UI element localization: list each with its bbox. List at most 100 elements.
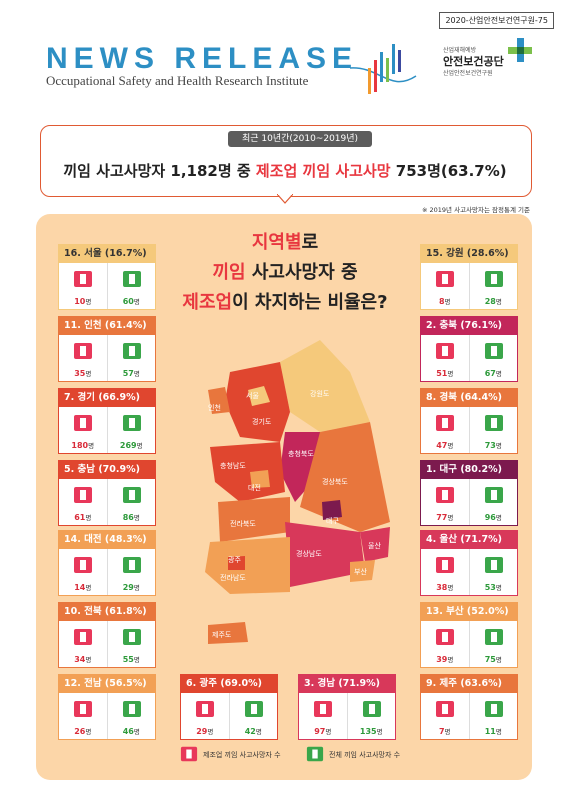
- map-label-ulsan: 울산: [368, 541, 381, 550]
- card-header: 14. 대전 (48.3%): [59, 531, 155, 549]
- question-red-3: 제조업: [182, 292, 233, 313]
- map-label-gangwon: 강원도: [310, 389, 330, 398]
- card-header: 13. 부산 (52.0%): [421, 603, 517, 621]
- card-total-count: 67명: [484, 369, 502, 378]
- card-total-count: 28명: [484, 297, 502, 306]
- map-busan: [350, 560, 375, 582]
- card-total-count: 269명: [119, 441, 143, 450]
- headline: 끼임 사고사망자 1,182명 중 제조업 끼임 사고사망 753명(63.7%…: [40, 160, 530, 181]
- org-institute: 산업안전보건연구원: [443, 70, 493, 77]
- map-gwangju: [228, 556, 245, 570]
- map-label-jeju: 제주도: [212, 631, 232, 639]
- map-ulsan: [360, 527, 390, 562]
- total-worker-icon: [122, 629, 141, 645]
- total-worker-icon: [362, 701, 381, 717]
- headline-pre: 끼임 사고사망자 1,182명 중: [63, 162, 256, 180]
- document-code: 2020-산업안전보건연구원-75: [439, 12, 554, 29]
- card-header: 6. 광주 (69.0%): [181, 675, 277, 693]
- map-label-jeonbuk: 전라북도: [230, 519, 256, 528]
- region-card-chungbuk: 2. 충북 (76.1%) 51명 67명: [420, 316, 518, 382]
- map-label-seoul: 서울: [246, 391, 259, 400]
- mfg-worker-icon: [74, 415, 92, 431]
- region-card-daegu: 1. 대구 (80.2%) 77명 96명: [420, 460, 518, 526]
- stats-note: ※ 2019년 사고사망자는 잠정통계 기준: [422, 206, 530, 214]
- card-header: 15. 강원 (28.6%): [421, 245, 517, 263]
- news-release-subtitle: Occupational Safety and Health Research …: [46, 73, 309, 88]
- map-label-gyeongbuk: 경상북도: [322, 477, 348, 486]
- card-mfg-count: 61명: [74, 513, 92, 522]
- card-total-count: 29명: [122, 583, 140, 592]
- region-card-chungnam: 5. 충남 (70.9%) 61명 86명: [58, 460, 156, 526]
- region-card-jeonnam: 12. 전남 (56.5%) 26명 46명: [58, 674, 156, 740]
- kosha-logo-icon: [508, 38, 532, 62]
- legend-mfg-label: 제조업 끼임 사고사망자 수: [203, 751, 281, 759]
- region-card-ulsan: 4. 울산 (71.7%) 38명 53명: [420, 530, 518, 596]
- region-card-gangwon: 15. 강원 (28.6%) 8명 28명: [420, 244, 518, 310]
- header-graphic: [349, 44, 417, 94]
- map-label-gwangju: 광주: [228, 556, 241, 564]
- org-tagline: 산업재해예방: [443, 47, 477, 54]
- map-seoul: [248, 386, 270, 406]
- region-card-jeju: 9. 제주 (63.6%) 7명 11명: [420, 674, 518, 740]
- total-worker-icon: [244, 701, 263, 717]
- mfg-worker-icon: [436, 271, 454, 287]
- mfg-worker-icon: [436, 629, 454, 645]
- mfg-worker-icon: [74, 487, 92, 503]
- card-total-count: 60명: [122, 297, 140, 306]
- mfg-worker-icon: [314, 701, 332, 717]
- map-label-chungnam: 충청남도: [220, 461, 246, 470]
- map-label-gyeongnam: 경상남도: [296, 549, 322, 558]
- region-card-incheon: 11. 인천 (61.4%) 35명 57명: [58, 316, 156, 382]
- region-card-busan: 13. 부산 (52.0%) 39명 75명: [420, 602, 518, 668]
- question-rest-1: 로: [301, 232, 319, 253]
- map-jeonbuk: [218, 497, 290, 542]
- mfg-worker-icon: [196, 701, 214, 717]
- map-label-incheon: 인천: [208, 403, 221, 412]
- total-worker-icon: [122, 343, 141, 359]
- map-label-chungbuk: 충청북도: [288, 449, 314, 458]
- headline-post: 753명(63.7%): [390, 162, 507, 180]
- card-mfg-count: 35명: [74, 369, 92, 378]
- card-header: 1. 대구 (80.2%): [421, 461, 517, 479]
- mfg-worker-icon: [74, 557, 92, 573]
- map-jeonnam: [205, 537, 290, 594]
- mfg-worker-icon: [74, 271, 92, 287]
- card-mfg-count: 180명: [71, 441, 95, 450]
- card-header: 12. 전남 (56.5%): [59, 675, 155, 693]
- card-total-count: 96명: [484, 513, 502, 522]
- total-worker-icon: [484, 487, 503, 503]
- mfg-worker-icon: [74, 701, 92, 717]
- card-header: 7. 경기 (66.9%): [59, 389, 155, 407]
- map-incheon: [208, 387, 230, 414]
- legend-total-label: 전체 끼임 사고사망자 수: [329, 751, 401, 759]
- card-header: 10. 전북 (61.8%): [59, 603, 155, 621]
- total-worker-icon: [122, 487, 141, 503]
- total-worker-icon: [484, 415, 503, 431]
- mfg-worker-icon: [436, 343, 454, 359]
- period-badge: 최근 10년간(2010~2019년): [228, 131, 372, 147]
- legend-mfg-icon: [180, 746, 198, 762]
- news-release-title: NEWS RELEASE: [46, 42, 359, 75]
- card-mfg-count: 7명: [438, 727, 451, 736]
- total-worker-icon: [484, 271, 503, 287]
- mfg-worker-icon: [436, 557, 454, 573]
- card-mfg-count: 51명: [436, 369, 454, 378]
- card-total-count: 86명: [122, 513, 140, 522]
- card-mfg-count: 34명: [74, 655, 92, 664]
- total-worker-icon: [122, 271, 141, 287]
- card-mfg-count: 47명: [436, 441, 454, 450]
- card-header: 4. 울산 (71.7%): [421, 531, 517, 549]
- card-total-count: 57명: [122, 369, 140, 378]
- region-card-jeonbuk: 10. 전북 (61.8%) 34명 55명: [58, 602, 156, 668]
- total-worker-icon: [484, 557, 503, 573]
- card-header: 5. 충남 (70.9%): [59, 461, 155, 479]
- headline-highlight: 제조업 끼임 사고사망: [255, 162, 391, 180]
- card-total-count: 42명: [244, 727, 262, 736]
- card-total-count: 73명: [484, 441, 502, 450]
- map-label-jeonnam: 전라남도: [220, 573, 246, 582]
- region-card-gyeonggi: 7. 경기 (66.9%) 180명 269명: [58, 388, 156, 454]
- question-rest-2: 사고사망자 중: [245, 262, 358, 283]
- mfg-worker-icon: [74, 629, 92, 645]
- mfg-worker-icon: [74, 343, 92, 359]
- region-card-seoul: 16. 서울 (16.7%) 10명 60명: [58, 244, 156, 310]
